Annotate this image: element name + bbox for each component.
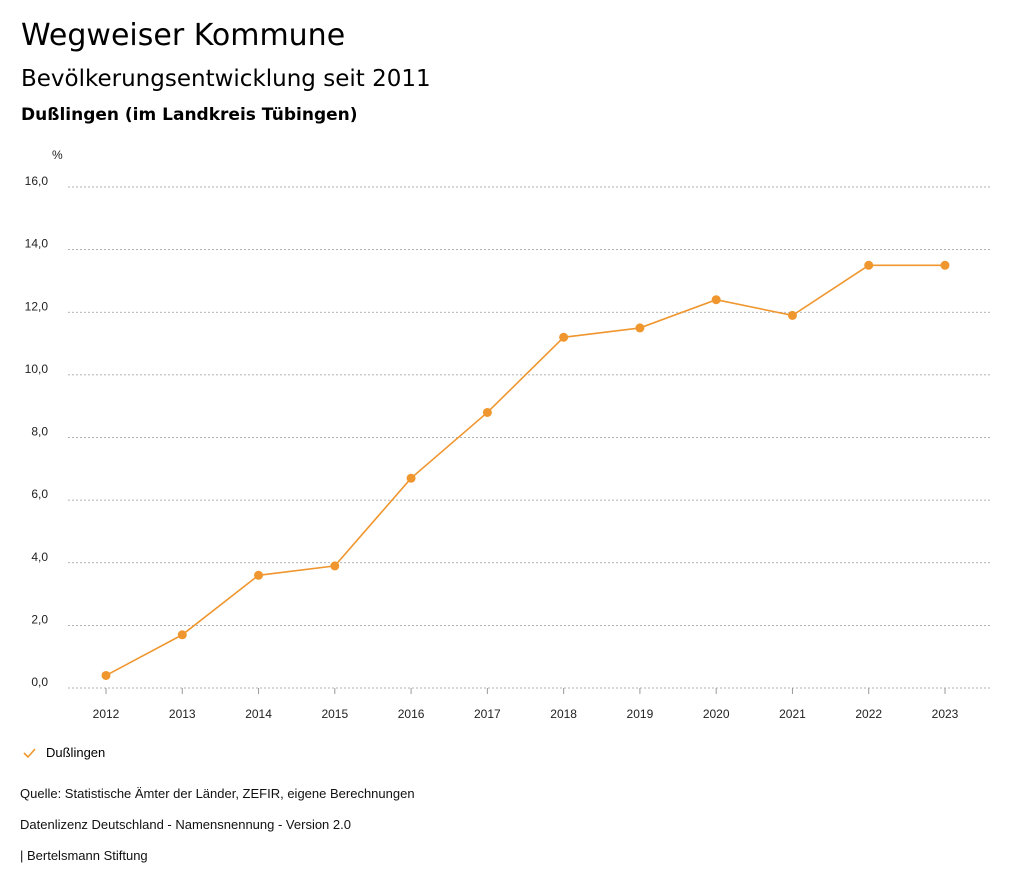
x-tick-label: 2020	[703, 707, 730, 721]
data-point[interactable]	[787, 310, 797, 320]
x-tick-label: 2021	[779, 707, 806, 721]
y-tick-label: 8,0	[31, 425, 48, 439]
data-point[interactable]	[330, 561, 340, 571]
brand-text: | Bertelsmann Stiftung	[20, 848, 148, 863]
y-tick-label: 4,0	[31, 550, 48, 564]
source-text: Quelle: Statistische Ämter der Länder, Z…	[20, 786, 415, 801]
x-tick-label: 2015	[321, 707, 348, 721]
data-point[interactable]	[482, 407, 492, 417]
data-point[interactable]	[406, 473, 416, 483]
data-point[interactable]	[177, 630, 187, 640]
x-tick-label: 2016	[398, 707, 425, 721]
line-chart: % 0,0 2,0 4,0 6,0 8,0 10,0 12,0 14,0 16,0 2012 201…	[25, 148, 990, 721]
x-tick-label: 2013	[169, 707, 196, 721]
data-point[interactable]	[635, 323, 645, 333]
y-axis-unit: %	[52, 148, 63, 162]
data-point[interactable]	[711, 295, 721, 305]
check-icon	[23, 747, 36, 758]
y-tick-label: 0,0	[31, 675, 48, 689]
x-tick-label: 2018	[550, 707, 577, 721]
x-tick-label: 2014	[245, 707, 272, 721]
region-title: Dußlingen (im Landkreis Tübingen)	[21, 105, 358, 125]
x-tick-label: 2019	[627, 707, 654, 721]
legend-item[interactable]: Dußlingen	[22, 745, 105, 760]
legend-label: Dußlingen	[46, 745, 106, 760]
data-point[interactable]	[101, 670, 111, 680]
y-tick-label: 12,0	[25, 299, 49, 313]
x-tick-label: 2017	[474, 707, 501, 721]
data-point[interactable]	[864, 260, 874, 270]
y-tick-label: 14,0	[25, 237, 49, 251]
data-point[interactable]	[559, 332, 569, 342]
license-text: Datenlizenz Deutschland - Namensnennung …	[20, 817, 351, 832]
y-tick-label: 6,0	[31, 487, 48, 501]
y-tick-label: 2,0	[31, 612, 48, 626]
chart-subtitle: Bevölkerungsentwicklung seit 2011	[21, 66, 431, 92]
series-line	[105, 264, 945, 677]
x-tick-label: 2022	[855, 707, 882, 721]
data-point[interactable]	[940, 260, 950, 270]
data-point[interactable]	[254, 570, 264, 580]
y-tick-label: 10,0	[25, 362, 49, 376]
x-tick-label: 2023	[932, 707, 959, 721]
page-title: Wegweiser Kommune	[21, 18, 346, 53]
y-tick-label: 16,0	[25, 174, 49, 188]
x-tick-label: 2012	[93, 707, 120, 721]
